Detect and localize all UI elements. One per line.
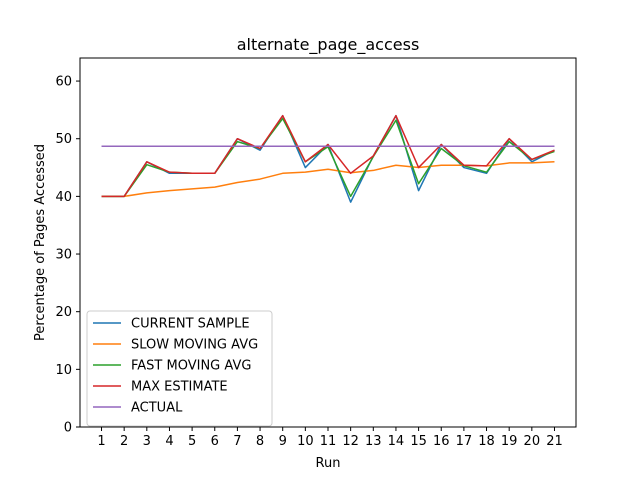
x-tick-label: 20 — [524, 434, 541, 449]
x-tick-label: 6 — [211, 434, 219, 449]
x-tick-label: 4 — [165, 434, 173, 449]
x-tick-label: 21 — [546, 434, 563, 449]
y-tick-label: 40 — [55, 190, 72, 205]
x-tick-label: 13 — [365, 434, 382, 449]
legend: CURRENT SAMPLE SLOW MOVING AVG FAST MOVING… — [86, 310, 273, 427]
y-tick-label: 30 — [55, 248, 72, 263]
y-axis-title: Percentage of Pages Accessed — [33, 144, 48, 341]
chart-title: alternate_page_access — [237, 35, 420, 55]
x-tick-label: 2 — [120, 434, 128, 449]
y-tick-label: 10 — [55, 363, 72, 378]
x-tick-label: 8 — [256, 434, 264, 449]
y-tick-label: 0 — [64, 421, 72, 436]
legend-label: MAX ESTIMATE — [131, 380, 228, 395]
series-layer — [101, 114, 555, 203]
x-tick-label: 15 — [410, 434, 427, 449]
x-tick-label: 12 — [342, 434, 359, 449]
y-tick-label: 20 — [55, 305, 72, 320]
x-tick-label: 16 — [433, 434, 450, 449]
y-tick-label: 50 — [55, 132, 72, 147]
x-tick-label: 7 — [233, 434, 241, 449]
x-tick-label: 5 — [188, 434, 196, 449]
x-tick-label: 19 — [501, 434, 518, 449]
x-axis-title: Run — [316, 456, 341, 471]
y-axis: 0 10 20 30 40 50 60 — [55, 75, 80, 436]
legend-label: SLOW MOVING AVG — [131, 338, 258, 353]
series-line-max-estimate — [101, 114, 555, 198]
x-tick-label: 10 — [297, 434, 314, 449]
legend-label: ACTUAL — [131, 401, 183, 416]
legend-label: FAST MOVING AVG — [131, 359, 251, 374]
x-tick-label: 9 — [279, 434, 287, 449]
x-tick-label: 11 — [320, 434, 337, 449]
legend-label: CURRENT SAMPLE — [131, 317, 250, 332]
x-tick-label: 14 — [388, 434, 405, 449]
x-tick-label: 18 — [478, 434, 495, 449]
y-tick-label: 60 — [55, 75, 72, 90]
x-axis: 1 2 3 4 5 6 7 8 9 10 11 12 13 14 15 16 17 18 19 20 21 — [97, 427, 563, 449]
x-tick-label: 1 — [97, 434, 105, 449]
x-tick-label: 17 — [456, 434, 473, 449]
x-tick-label: 3 — [143, 434, 151, 449]
legend-box — [86, 310, 273, 427]
